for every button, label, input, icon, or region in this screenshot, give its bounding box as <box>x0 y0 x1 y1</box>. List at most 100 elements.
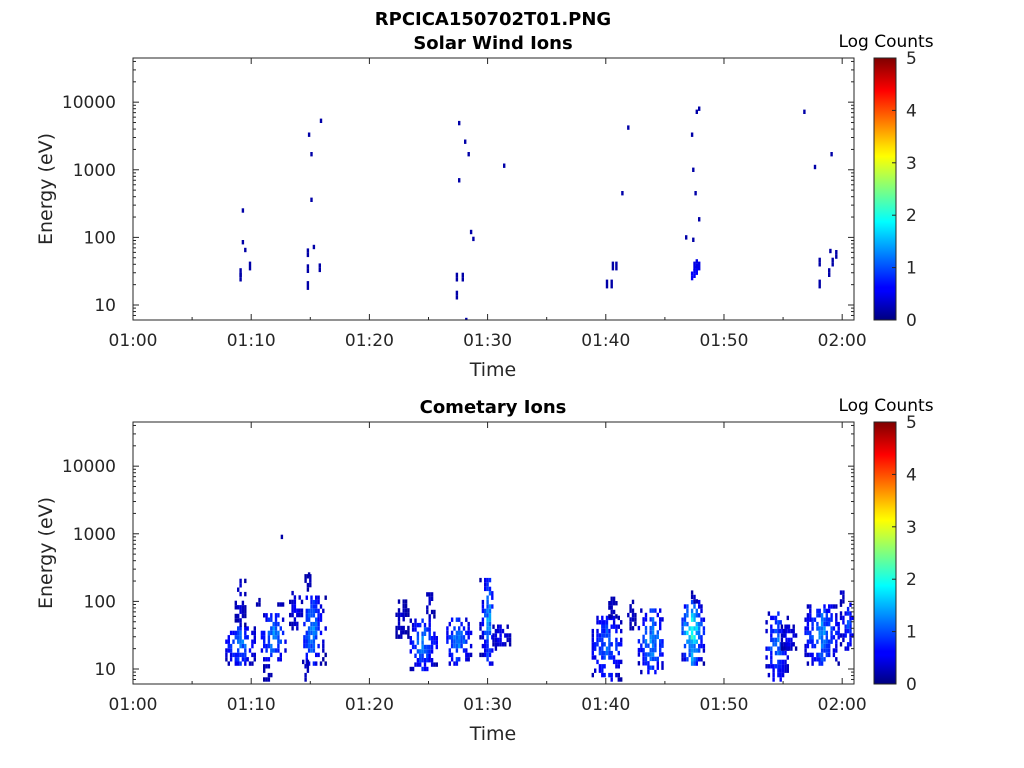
heatmap-cell <box>465 317 468 320</box>
heatmap-cell <box>467 630 470 636</box>
heatmap-cell <box>784 659 787 665</box>
heatmap-cell <box>767 611 771 616</box>
heatmap-cell <box>241 657 245 662</box>
heatmap-cell <box>780 633 784 638</box>
heatmap-cell <box>784 668 787 673</box>
heatmap-cell <box>315 608 318 614</box>
heatmap-cell <box>307 617 311 622</box>
colorbar-tick-label: 0 <box>906 311 917 331</box>
heatmap-cell <box>690 661 694 666</box>
heatmap-cell <box>312 626 316 631</box>
heatmap-cell <box>765 655 768 660</box>
heatmap-cell <box>307 639 311 644</box>
heatmap-cell <box>813 643 817 649</box>
heatmap-cell <box>448 652 451 658</box>
heatmap-cell <box>428 614 431 619</box>
heatmap-cell <box>239 277 242 282</box>
heatmap-cell <box>253 657 256 662</box>
heatmap-cell <box>642 621 645 626</box>
heatmap-cell <box>698 266 701 271</box>
heatmap-cell <box>430 658 434 663</box>
heatmap-cell <box>615 646 618 651</box>
panel-cometary-title: Cometary Ions <box>420 397 567 418</box>
heatmap-cell <box>225 639 228 644</box>
heatmap-cell <box>239 618 242 623</box>
heatmap-cell <box>244 605 247 610</box>
heatmap-cell <box>277 630 280 636</box>
heatmap-cell <box>828 648 831 653</box>
heatmap-cell <box>765 620 768 625</box>
heatmap-cell <box>832 626 836 631</box>
heatmap-cell <box>610 601 613 606</box>
heatmap-cell <box>319 617 323 622</box>
heatmap-cell <box>786 655 789 660</box>
heatmap-cell <box>693 613 696 618</box>
heatmap-cell <box>611 266 615 271</box>
colorbar-tick-label: 3 <box>906 518 917 538</box>
heatmap-cell <box>816 613 819 618</box>
heatmap-cell <box>402 612 405 617</box>
heatmap-cell <box>781 672 785 678</box>
heatmap-cell <box>239 661 242 666</box>
heatmap-cell <box>846 620 850 625</box>
heatmap-cell <box>504 633 507 638</box>
heatmap-cell <box>637 652 641 657</box>
heatmap-cell <box>267 617 271 622</box>
heatmap-cell <box>303 643 306 649</box>
colorbar-tick-label: 0 <box>906 675 917 695</box>
heatmap-cell <box>654 621 657 626</box>
heatmap-cell <box>603 664 606 669</box>
heatmap-cell <box>458 120 461 126</box>
heatmap-cell <box>307 648 311 653</box>
heatmap-cell <box>267 677 271 682</box>
heatmap-cell <box>846 628 850 634</box>
heatmap-cell <box>317 599 320 605</box>
heatmap-cell <box>484 630 487 636</box>
heatmap-cell <box>690 613 694 618</box>
heatmap-cell <box>407 608 410 613</box>
heatmap-cell <box>830 635 833 640</box>
heatmap-cell <box>274 621 278 627</box>
heatmap-cell <box>792 624 795 629</box>
heatmap-cell <box>835 613 838 618</box>
heatmap-cell <box>234 652 237 658</box>
heatmap-cell <box>772 637 775 643</box>
heatmap-cell <box>265 677 268 682</box>
heatmap-cell <box>832 652 836 658</box>
heatmap-cell <box>647 665 650 670</box>
heatmap-cell <box>823 648 826 653</box>
heatmap-cell <box>284 648 287 653</box>
heatmap-cell <box>790 637 793 643</box>
heatmap-cell <box>291 626 294 631</box>
heatmap-cell <box>770 664 773 669</box>
heatmap-cell <box>770 637 773 643</box>
heatmap-cell <box>605 646 609 651</box>
heatmap-cell <box>499 637 502 643</box>
heatmap-cell <box>312 613 316 618</box>
heatmap-cell <box>654 608 657 613</box>
heatmap-cell <box>644 630 648 635</box>
heatmap-cell <box>594 642 597 647</box>
heatmap-cell <box>272 635 275 640</box>
heatmap-cell <box>416 622 420 628</box>
heatmap-cell <box>591 633 594 638</box>
heatmap-cell <box>395 630 398 635</box>
heatmap-cell <box>486 582 489 587</box>
heatmap-cell <box>820 661 824 666</box>
heatmap-cell <box>820 630 824 636</box>
heatmap-cell <box>435 640 438 645</box>
heatmap-cell <box>448 648 451 653</box>
heatmap-cell <box>818 630 821 636</box>
heatmap-cell <box>237 613 240 619</box>
heatmap-cell <box>411 627 415 632</box>
heatmap-cell <box>610 655 613 660</box>
heatmap-cell <box>462 648 466 653</box>
heatmap-cell <box>430 609 434 615</box>
heatmap-cell <box>421 644 424 650</box>
heatmap-cell <box>806 630 810 636</box>
heatmap-cell <box>306 248 310 253</box>
heatmap-cell <box>610 279 613 284</box>
heatmap-cell <box>488 621 492 627</box>
heatmap-cell <box>465 648 468 653</box>
heatmap-cell <box>598 664 602 669</box>
